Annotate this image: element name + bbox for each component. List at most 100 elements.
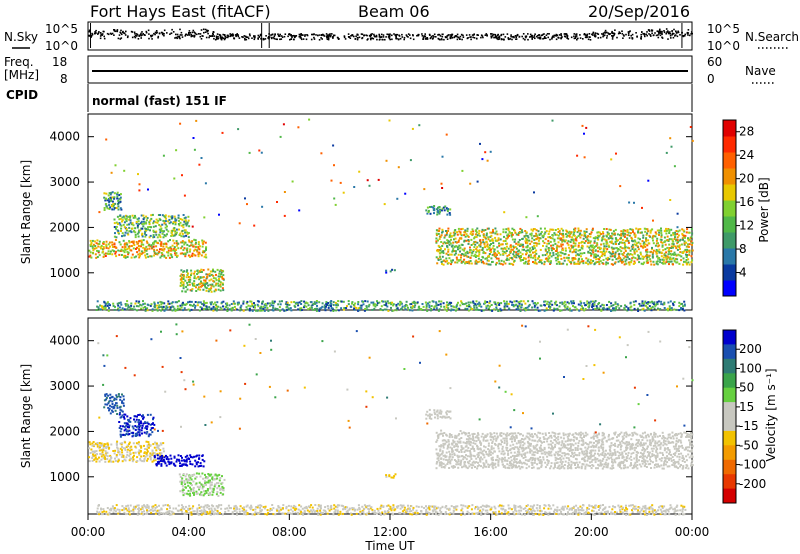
range-time-cell: [450, 308, 453, 311]
range-time-cell: [684, 248, 687, 251]
range-time-cell: [524, 237, 527, 240]
range-time-cell: [191, 282, 194, 285]
range-time-cell: [527, 262, 530, 265]
range-time-cell: [679, 248, 681, 250]
range-time-cell: [92, 441, 95, 443]
range-time-cell: [165, 256, 168, 259]
range-time-cell: [209, 493, 211, 496]
range-time-cell: [185, 234, 188, 237]
range-time-cell: [152, 452, 155, 455]
range-time-cell: [455, 304, 458, 307]
range-time-cell: [125, 220, 128, 223]
range-time-cell: [683, 243, 686, 246]
range-time-cell: [506, 257, 509, 260]
range-time-cell: [572, 238, 575, 241]
range-time-cell: [540, 262, 543, 265]
sky-point: [365, 34, 367, 36]
range-time-cell: [122, 395, 125, 398]
range-time-cell: [447, 307, 450, 310]
range-time-cell: [374, 303, 377, 306]
range-time-cell: [166, 306, 169, 309]
range-time-cell: [641, 300, 644, 303]
range-time-cell: [188, 240, 191, 243]
range-time-cell: [586, 238, 589, 241]
range-time-cell: [545, 309, 548, 312]
sky-point: [188, 33, 190, 35]
range-time-cell: [583, 302, 586, 305]
sky-point: [566, 36, 569, 39]
sky-point: [321, 34, 323, 36]
range-time-cell: [482, 233, 485, 236]
range-time-cell: [534, 308, 537, 311]
range-time-cell: [480, 259, 483, 261]
sky-point: [381, 38, 383, 41]
range-time-cell: [502, 240, 505, 243]
sky-point: [199, 33, 202, 35]
range-time-cell: [460, 261, 463, 264]
range-time-cell: [145, 229, 148, 232]
range-time-cell: [613, 233, 616, 236]
range-time-cell: [506, 305, 509, 308]
range-time-cell: [674, 257, 677, 260]
range-time-cell: [175, 231, 178, 234]
range-time-cell: [428, 413, 431, 416]
range-time-cell: [112, 460, 115, 463]
range-time-cell: [116, 447, 119, 450]
range-time-cell: [286, 303, 289, 306]
range-time-cell: [517, 301, 520, 304]
sky-point: [543, 33, 545, 35]
range-time-cell: [100, 305, 103, 308]
range-time-cell: [170, 254, 173, 257]
range-time-cell: [110, 443, 113, 446]
range-time-cell: [99, 446, 101, 449]
range-time-cell: [127, 418, 130, 421]
range-time-cell: [208, 306, 211, 309]
range-time-cell: [500, 243, 503, 246]
range-time-cell: [323, 306, 326, 309]
range-time-cell: [499, 238, 502, 241]
range-time-cell: [446, 210, 449, 213]
sky-point: [451, 37, 454, 39]
range-time-cell: [384, 300, 387, 303]
sky-point: [604, 29, 607, 32]
range-time-cell: [118, 222, 121, 224]
range-time-cell: [220, 487, 223, 490]
range-time-cell: [566, 230, 568, 233]
sky-point: [654, 32, 656, 34]
sky-point: [289, 34, 291, 36]
range-time-cell: [644, 304, 647, 307]
range-time-cell: [582, 307, 584, 310]
range-time-cell: [284, 303, 287, 306]
range-time-cell: [237, 128, 240, 131]
range-time-cell: [488, 246, 491, 249]
sky-point: [457, 36, 459, 39]
sky-point: [180, 31, 183, 34]
range-time-cell: [476, 249, 479, 252]
range-time-cell: [560, 232, 563, 235]
range-time-cell: [91, 239, 94, 242]
range-time-cell: [216, 307, 219, 310]
range-time-cell: [216, 487, 219, 490]
range-time-cell: [489, 150, 492, 153]
range-time-cell: [579, 229, 582, 232]
range-time-cell: [521, 253, 524, 256]
range-time-cell: [245, 306, 248, 309]
sky-point: [443, 38, 445, 41]
range-time-cell: [105, 396, 108, 399]
range-time-cell: [691, 139, 694, 142]
range-time-cell: [128, 245, 131, 248]
range-time-cell: [91, 442, 94, 445]
range-time-cell: [132, 427, 135, 430]
range-time-cell: [142, 414, 144, 417]
range-time-cell: [114, 457, 116, 460]
range-time-cell: [269, 305, 271, 308]
sky-point: [534, 37, 536, 40]
range-time-cell: [495, 261, 498, 264]
range-time-cell: [100, 247, 102, 250]
sky-point: [687, 32, 690, 34]
range-time-cell: [272, 306, 275, 309]
range-time-cell: [614, 301, 617, 304]
sky-point: [302, 38, 305, 40]
range-time-cell: [161, 460, 164, 463]
range-time-cell: [261, 205, 264, 208]
